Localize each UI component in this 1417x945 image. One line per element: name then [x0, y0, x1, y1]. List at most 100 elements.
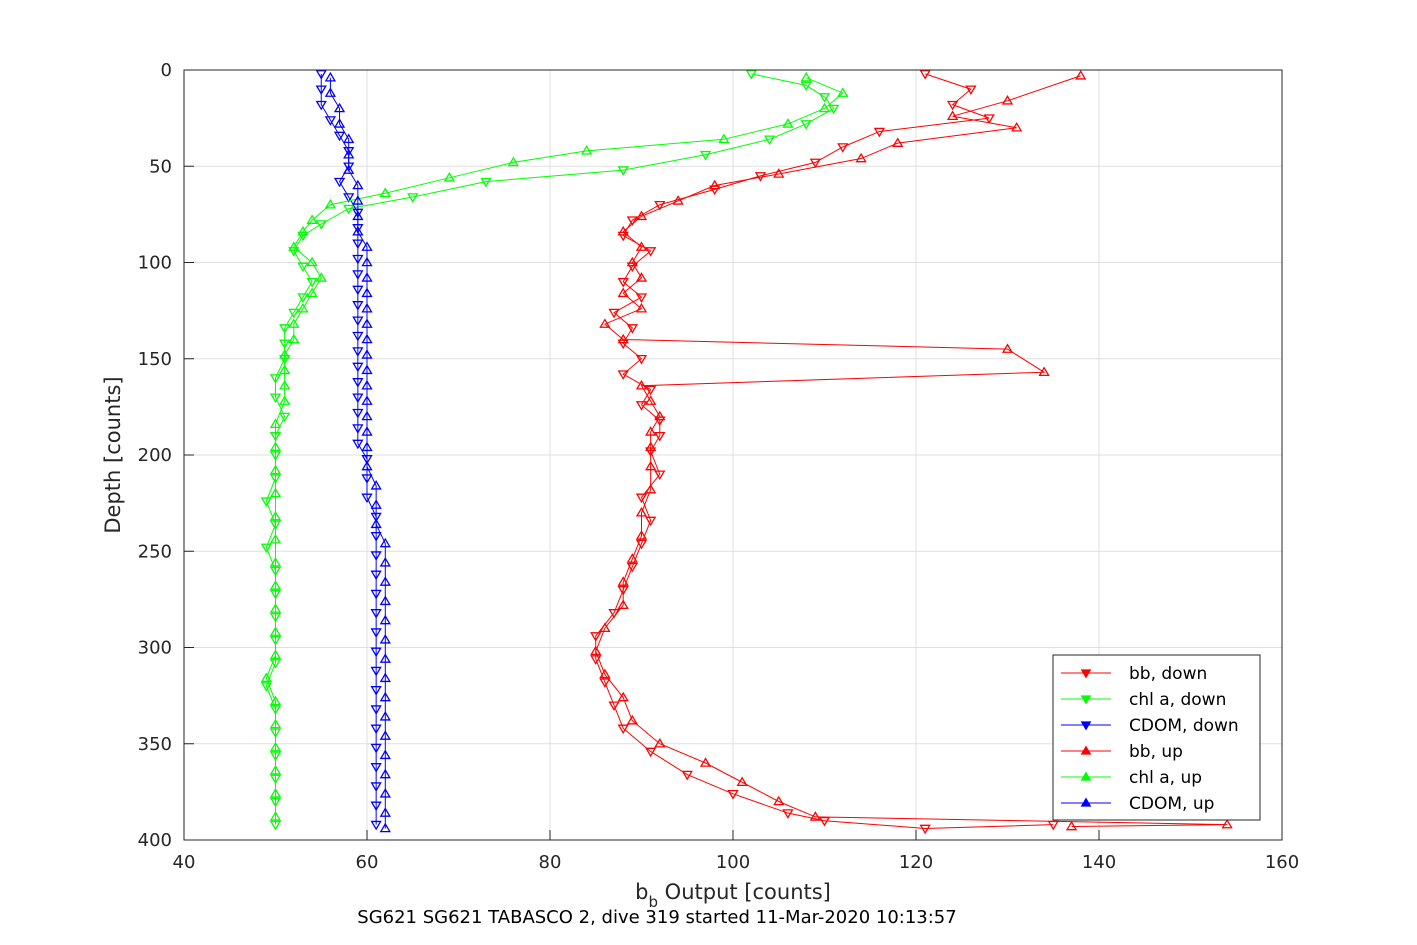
data-point — [288, 318, 300, 328]
data-point — [306, 256, 318, 267]
data-point — [608, 701, 620, 712]
data-point — [269, 464, 282, 475]
y-tick-label: 100 — [138, 253, 172, 274]
data-point — [370, 570, 382, 581]
data-point — [269, 393, 282, 404]
data-point — [288, 241, 300, 251]
y-axis-label: Depth [counts] — [101, 376, 125, 533]
y-tick-label: 350 — [138, 734, 172, 755]
legend-item: bb, up — [1061, 742, 1183, 762]
data-point — [407, 193, 419, 203]
legend-marker — [1080, 669, 1092, 679]
series-line — [595, 75, 1228, 828]
data-point — [343, 164, 355, 174]
data-point — [645, 483, 657, 494]
data-point — [370, 763, 382, 773]
data-point — [352, 285, 364, 296]
data-point — [626, 714, 638, 725]
data-point — [315, 70, 327, 80]
data-point — [269, 718, 282, 729]
data-point — [361, 410, 373, 421]
data-point — [260, 682, 272, 692]
data-point — [315, 272, 327, 282]
data-point — [315, 85, 327, 96]
data-point — [279, 339, 291, 350]
data-point — [654, 410, 666, 421]
data-point — [297, 262, 309, 273]
data-point — [352, 179, 364, 190]
legend-box — [1052, 654, 1261, 821]
data-point — [269, 533, 282, 544]
x-axis: 40 60 80 100 120 140 160 — [173, 830, 1299, 873]
data-point — [379, 614, 391, 625]
series-3 — [590, 69, 1233, 831]
data-point — [352, 362, 364, 373]
data-point — [379, 595, 391, 606]
data-point — [800, 71, 812, 82]
data-point — [343, 193, 355, 203]
data-point — [333, 131, 346, 142]
data-point — [315, 220, 327, 230]
data-point — [965, 85, 977, 96]
data-point — [352, 225, 364, 236]
legend-label: CDOM, down — [1129, 716, 1239, 736]
data-point — [370, 609, 382, 619]
data-point — [370, 551, 382, 561]
data-point — [983, 114, 995, 124]
data-point — [626, 256, 638, 267]
data-point — [333, 118, 346, 128]
data-point — [635, 401, 648, 411]
data-point — [855, 152, 867, 163]
data-point — [297, 302, 309, 313]
data-point — [635, 493, 648, 504]
legend: bb, down chl a, down CDOM, down bb, up chl a… — [1052, 654, 1261, 821]
data-point — [269, 741, 282, 752]
data-point — [608, 308, 620, 319]
data-point — [654, 200, 666, 211]
data-point — [379, 557, 391, 567]
data-point — [379, 691, 391, 702]
data-point — [1075, 69, 1087, 80]
data-point — [645, 460, 657, 471]
data-point — [599, 318, 611, 328]
data-point — [626, 216, 638, 226]
data-point — [599, 678, 611, 688]
data-point — [324, 87, 337, 97]
y-tick-label: 50 — [149, 156, 172, 177]
data-point — [269, 764, 282, 775]
data-point — [306, 277, 318, 288]
x-tick-label: 40 — [173, 852, 196, 873]
data-point — [333, 177, 346, 188]
legend-marker — [1080, 745, 1092, 755]
legend-marker — [1080, 721, 1092, 731]
data-point — [269, 659, 282, 669]
data-point — [370, 666, 382, 677]
data-point — [279, 364, 291, 375]
data-point — [379, 788, 391, 798]
data-point — [809, 811, 821, 821]
data-point — [324, 116, 337, 126]
data-point — [818, 816, 831, 827]
data-point — [837, 87, 849, 97]
data-point — [297, 225, 309, 236]
data-point — [645, 441, 657, 452]
legend-item: CDOM, up — [1061, 794, 1214, 814]
y-tick-label: 300 — [138, 638, 172, 659]
data-point — [599, 668, 611, 679]
data-point — [946, 100, 959, 111]
data-point — [617, 339, 629, 350]
data-point — [343, 133, 355, 144]
series-line — [320, 73, 377, 825]
data-point — [654, 737, 666, 748]
y-tick-label: 250 — [138, 541, 172, 562]
data-point — [709, 185, 721, 196]
data-point — [617, 724, 629, 735]
data-point — [635, 530, 648, 540]
data-point — [352, 439, 364, 450]
data-point — [370, 518, 382, 529]
legend-marker — [1080, 695, 1092, 705]
data-point — [361, 441, 373, 452]
data-point — [480, 177, 492, 188]
data-point — [370, 647, 382, 658]
y-tick-label: 200 — [138, 445, 172, 466]
